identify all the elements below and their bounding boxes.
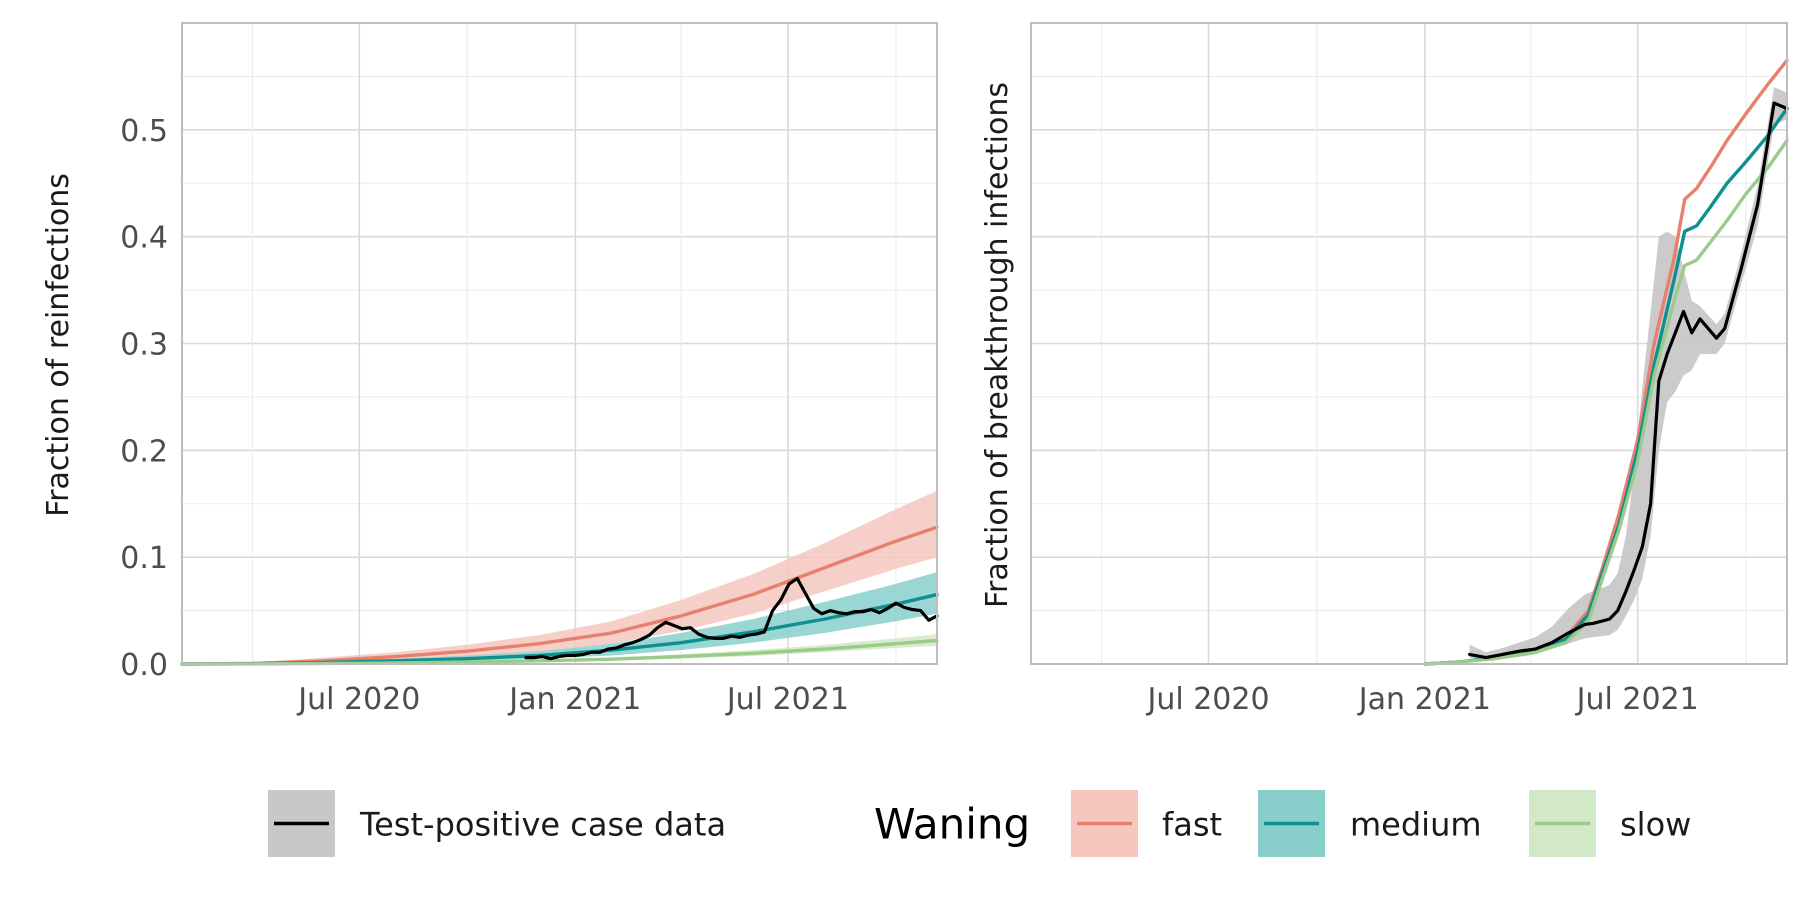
left-y-tick-label: 0.0 <box>120 648 168 683</box>
left-y-tick-label: 0.3 <box>120 328 168 363</box>
right-series-lines <box>1423 58 1789 666</box>
left-x-tick-label: Jul 2020 <box>296 682 420 717</box>
right-panel-border <box>1030 22 1788 665</box>
right-x-tick-label: Jul 2020 <box>1145 682 1269 717</box>
right-band-test-positive-case-data <box>1469 87 1787 660</box>
left-panel-border <box>181 22 938 665</box>
panel-breakthrough: Jul 2020 Jan 2021 Jul 2021 Fraction of bre… <box>980 22 1789 717</box>
right-x-tick-labels: Jul 2020 Jan 2021 Jul 2021 <box>1145 682 1698 717</box>
right-uncertainty-bands <box>1469 87 1787 660</box>
left-y-tick-labels: 0.0 0.1 0.2 0.3 0.4 0.5 <box>120 114 168 683</box>
right-y-axis-title: Fraction of breakthrough infections <box>980 82 1015 608</box>
right-x-tick-label: Jul 2021 <box>1575 682 1699 717</box>
left-band-slow <box>182 634 937 664</box>
left-y-tick-label: 0.5 <box>120 114 168 149</box>
left-y-tick-label: 0.4 <box>120 221 168 256</box>
right-line-medium <box>1423 106 1789 666</box>
left-y-tick-label: 0.1 <box>120 541 168 576</box>
right-line-slow <box>1423 138 1789 666</box>
left-y-tick-label: 0.2 <box>120 434 168 469</box>
legend: Test-positive case data Waning fast medi… <box>268 790 1691 857</box>
left-gridlines <box>182 23 937 665</box>
right-x-tick-label: Jan 2021 <box>1357 682 1491 717</box>
panel-reinfections: 0.00.10.20.30.40.5 Jul 2020 Jan 2021 Jul 2… <box>41 22 939 717</box>
left-band-fast <box>182 490 937 664</box>
legend-label-medium: medium <box>1350 806 1482 844</box>
legend-label-case-data: Test-positive case data <box>359 806 726 844</box>
legend-title: Waning <box>874 800 1030 849</box>
left-line-test-positive-case-data <box>524 576 939 661</box>
legend-label-fast: fast <box>1162 806 1222 844</box>
left-x-tick-label: Jan 2021 <box>507 682 641 717</box>
left-band-medium <box>182 572 937 664</box>
right-line-test-positive-case-data <box>1467 101 1789 660</box>
left-x-tick-label: Jul 2021 <box>725 682 849 717</box>
left-uncertainty-bands <box>182 490 937 664</box>
left-x-tick-labels: Jul 2020 Jan 2021 Jul 2021 <box>296 682 849 717</box>
legend-label-slow: slow <box>1620 806 1691 844</box>
left-y-axis-title: Fraction of reinfections <box>41 173 76 517</box>
